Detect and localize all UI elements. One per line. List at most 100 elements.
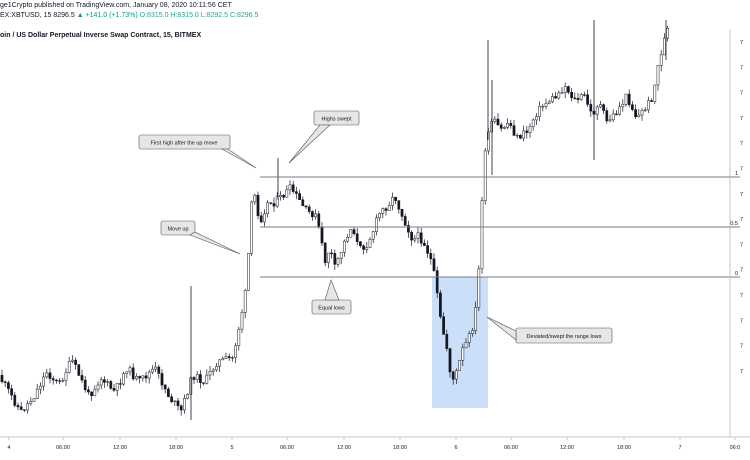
candle: [653, 84, 657, 105]
candle: [378, 212, 381, 222]
candle: [176, 397, 180, 411]
candle: [429, 248, 433, 265]
price-tick-label: 7: [740, 242, 743, 248]
candle: [480, 196, 484, 274]
candle: [234, 343, 237, 364]
candle: [266, 200, 269, 218]
candle: [583, 91, 586, 97]
candle: [138, 375, 141, 384]
candle: [160, 369, 164, 390]
candle: [461, 343, 465, 367]
candle: [247, 253, 250, 291]
candle: [327, 252, 330, 269]
candle: [531, 118, 535, 131]
candle: [637, 109, 641, 118]
candle: [125, 371, 129, 379]
price-axis[interactable]: 7 7 7 7 7 7 7 7 7 7 7 7 7 7: [740, 40, 743, 375]
time-tick-label: 12:00: [560, 445, 574, 451]
candle: [314, 209, 317, 220]
candle: [151, 365, 154, 375]
candle: [579, 92, 583, 101]
candle: [109, 379, 113, 391]
candle: [7, 380, 10, 394]
candle: [16, 402, 20, 411]
candle: [439, 290, 442, 319]
candle: [74, 357, 77, 370]
candle: [570, 87, 573, 102]
price-tick-label: 7: [740, 318, 743, 324]
time-tick-label: 7: [678, 445, 681, 451]
callout-equal-lows: Equal lows: [311, 279, 352, 315]
price-tick-label: 7: [740, 217, 743, 223]
candle: [71, 355, 74, 364]
callout-first-high: First high after the up move: [138, 134, 257, 169]
price-tick-label: 7: [740, 192, 743, 198]
candle: [269, 202, 273, 205]
candle: [605, 107, 609, 124]
candle: [432, 253, 436, 272]
candle: [154, 361, 157, 373]
candle: [458, 359, 461, 371]
candle: [384, 207, 388, 216]
candle: [368, 236, 372, 248]
candle: [551, 93, 554, 104]
candle: [663, 33, 666, 56]
candle: [304, 205, 308, 209]
candle: [96, 381, 100, 393]
candle: [291, 181, 295, 194]
candle: [119, 378, 122, 390]
candle: [471, 328, 474, 337]
candle: [55, 378, 58, 384]
chart-title: oin / US Dollar Perpetual Inverse Swap C…: [0, 32, 202, 39]
candle: [298, 189, 301, 201]
candle: [3, 380, 7, 388]
range-levels: 10.50: [260, 171, 740, 278]
time-tick-label: 12:00: [337, 445, 351, 451]
candle: [381, 207, 385, 219]
candle: [493, 116, 497, 124]
candle: [215, 362, 218, 372]
candle: [51, 375, 55, 385]
candle: [330, 248, 333, 259]
candle: [10, 384, 13, 401]
price-tick-label: 7: [740, 344, 743, 350]
candle: [602, 103, 605, 115]
time-tick-label: 12:00: [113, 445, 127, 451]
candle: [103, 376, 106, 388]
range-level-label: 0: [735, 271, 738, 277]
candle: [115, 382, 119, 397]
candle: [323, 241, 327, 267]
candle: [387, 201, 391, 211]
candle: [199, 370, 202, 389]
candle: [445, 329, 449, 352]
range-level-label: 1: [735, 171, 738, 177]
candle: [157, 364, 161, 379]
candle: [442, 312, 445, 335]
candle: [301, 196, 305, 207]
candle: [407, 220, 410, 238]
candle: [135, 373, 138, 381]
candle: [599, 100, 602, 109]
candle: [122, 371, 125, 386]
candle: [346, 234, 349, 243]
callout-highs-swept: Highs swept: [288, 110, 360, 164]
candle: [170, 393, 173, 404]
candle: [173, 400, 177, 406]
candle: [87, 386, 90, 395]
candle: [595, 105, 599, 121]
candle: [186, 393, 189, 400]
candle: [586, 89, 589, 108]
candle: [643, 107, 647, 112]
price-tick-label: 7: [740, 116, 743, 122]
candle: [621, 99, 625, 112]
callout-move-up-text: Move up: [167, 227, 188, 233]
symbol-label: EX:XBTUSD, 15: [0, 12, 52, 19]
candle: [659, 49, 663, 72]
time-axis[interactable]: 4 06:00 12:00 18:00 5 06:00 12:00 18:00 6 06:00 12…: [7, 437, 740, 451]
candle: [627, 89, 631, 108]
candle: [634, 104, 637, 119]
candle: [64, 368, 68, 386]
candle: [253, 193, 257, 205]
candle: [272, 197, 276, 212]
